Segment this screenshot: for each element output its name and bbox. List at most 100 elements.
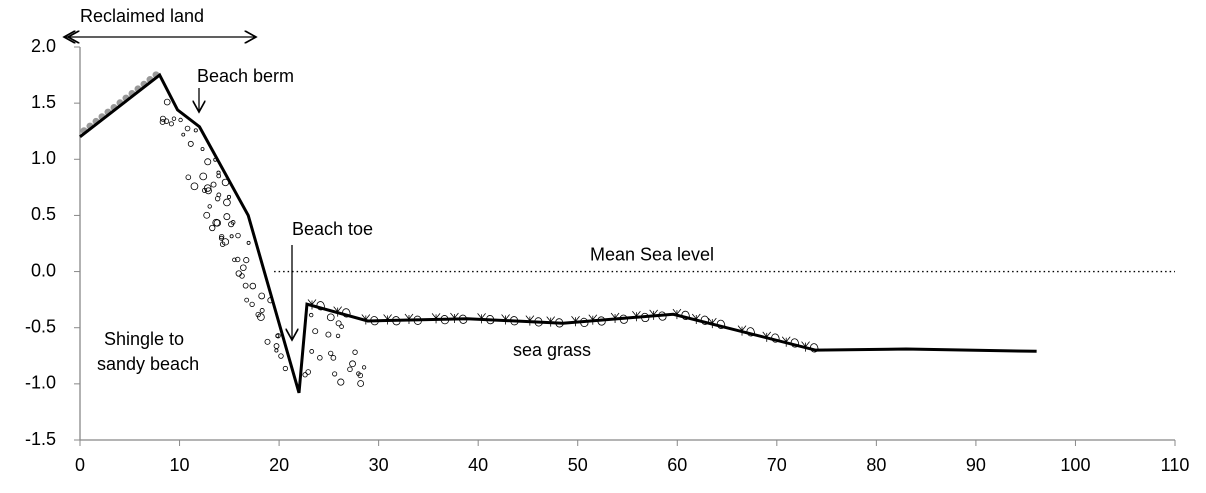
pebble — [216, 192, 222, 198]
pebble — [200, 147, 205, 151]
pebble — [159, 115, 166, 122]
pebble — [356, 371, 361, 376]
pebble — [185, 174, 192, 181]
pebble — [309, 312, 314, 318]
pebble — [235, 232, 241, 239]
pebble — [242, 282, 249, 289]
x-tick-label: 70 — [767, 455, 787, 475]
pebble — [317, 355, 323, 361]
pebble — [226, 194, 232, 200]
pebble — [357, 380, 365, 387]
pebble — [332, 371, 338, 377]
annotation: sandy beach — [97, 354, 199, 374]
pebble — [305, 369, 311, 375]
pebble — [235, 256, 241, 263]
pebble — [328, 350, 334, 356]
pebble — [255, 311, 261, 318]
pebble — [219, 234, 225, 240]
x-tick-label: 40 — [468, 455, 488, 475]
pebble — [159, 119, 166, 125]
y-tick-label: 1.5 — [31, 92, 56, 112]
y-tick-label: 2.0 — [31, 36, 56, 56]
annotation: Beach toe — [292, 219, 373, 239]
pebble — [282, 365, 288, 372]
pebble — [181, 132, 186, 137]
pebble — [216, 173, 222, 179]
pebble — [207, 204, 212, 209]
pebble — [204, 158, 212, 166]
pebble — [213, 219, 221, 227]
pebble — [163, 98, 171, 106]
pebble — [244, 297, 250, 303]
pebble — [335, 333, 341, 339]
pebble — [210, 181, 217, 188]
pebble — [278, 353, 284, 359]
pebble — [258, 292, 266, 300]
x-tick-label: 90 — [966, 455, 986, 475]
profile-line — [79, 72, 1037, 394]
reference-label: Mean Sea level — [590, 244, 714, 264]
y-tick-label: 0.0 — [31, 260, 56, 280]
x-tick-label: 10 — [170, 455, 190, 475]
pebble — [273, 343, 280, 349]
x-tick-label: 110 — [1161, 455, 1190, 475]
pebble — [223, 198, 231, 207]
x-tick-label: 0 — [75, 455, 85, 475]
pebble — [330, 355, 337, 361]
pebble — [349, 360, 356, 368]
pebble — [178, 117, 183, 123]
pebble — [219, 241, 226, 247]
pebble — [193, 128, 198, 133]
pebble — [259, 308, 265, 313]
pebble — [274, 348, 279, 353]
pebble — [223, 213, 231, 221]
pebble — [339, 324, 344, 329]
x-tick-label: 60 — [667, 455, 687, 475]
pebble — [325, 331, 332, 338]
pebble — [240, 264, 247, 271]
pebble — [187, 140, 194, 147]
annotation: Shingle to — [104, 329, 184, 349]
pebble — [335, 320, 342, 327]
x-tick-label: 30 — [369, 455, 389, 475]
pebble — [203, 211, 211, 219]
y-tick-label: -0.5 — [25, 316, 56, 336]
annotation: Beach berm — [197, 66, 294, 86]
x-tick-label: 100 — [1060, 455, 1090, 475]
pebble — [190, 182, 199, 191]
pebble — [232, 257, 237, 263]
annotation: Reclaimed land — [80, 6, 204, 26]
y-tick-label: -1.5 — [25, 429, 56, 449]
pebble — [361, 365, 367, 370]
pebble — [302, 372, 308, 378]
pebble — [230, 220, 236, 225]
pebble — [243, 257, 250, 264]
pebble — [275, 333, 281, 339]
pebble — [235, 270, 242, 277]
y-tick-label: 1.0 — [31, 148, 56, 168]
pebble — [249, 282, 257, 290]
pebble — [202, 187, 208, 193]
pebble — [347, 366, 353, 373]
pebble — [257, 313, 265, 321]
pebble — [229, 234, 234, 239]
pebble — [168, 121, 174, 127]
x-tick-label: 50 — [568, 455, 588, 475]
x-tick-label: 80 — [866, 455, 886, 475]
pebble — [184, 125, 191, 132]
pebble — [246, 240, 251, 245]
pebble — [171, 116, 177, 121]
pebble — [352, 349, 358, 355]
pebble — [326, 313, 335, 322]
y-tick-label: 0.5 — [31, 204, 56, 224]
pebble — [309, 349, 315, 354]
pebble — [199, 172, 208, 181]
annotation: sea grass — [513, 340, 591, 360]
pebble — [209, 224, 216, 232]
x-tick-label: 20 — [269, 455, 289, 475]
pebble — [312, 328, 319, 335]
y-tick-label: -1.0 — [25, 373, 56, 393]
pebble — [337, 378, 345, 386]
pebble — [249, 301, 255, 307]
